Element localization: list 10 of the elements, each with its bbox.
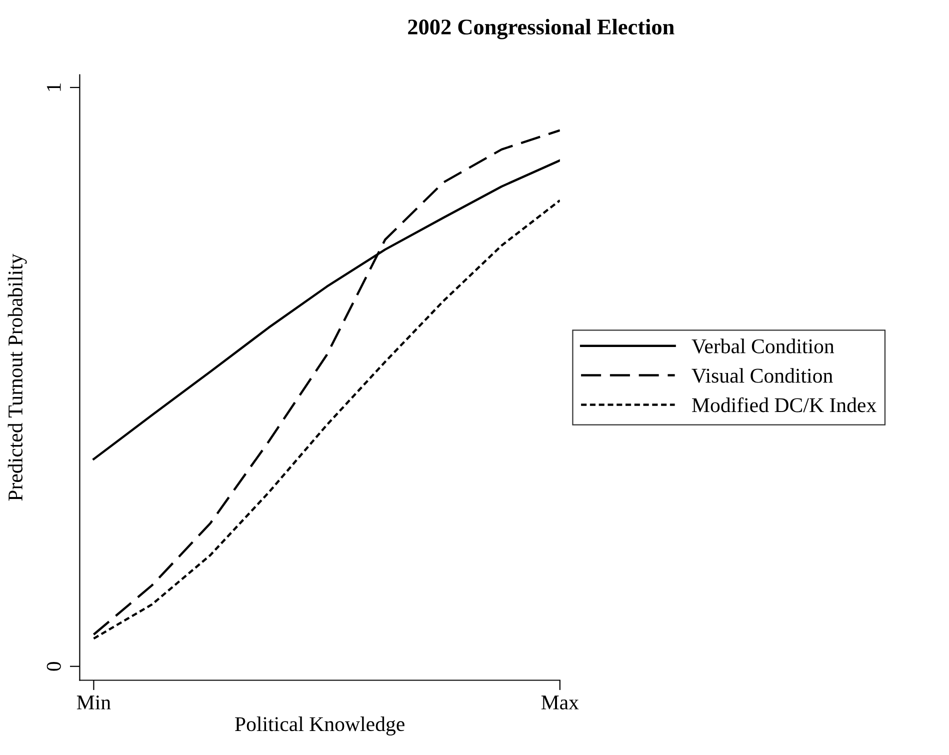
- x-axis-title: Political Knowledge: [235, 716, 404, 736]
- x-tick-label: Min: [76, 696, 111, 710]
- y-tick-label: 1: [46, 84, 61, 91]
- legend-label: Modified DC/K Index: [692, 397, 876, 412]
- legend-label: Visual Condition: [692, 368, 833, 383]
- chart-title: 2002 Congressional Election: [408, 18, 674, 40]
- y-axis-title: Predicted Turnout Probability: [8, 254, 27, 501]
- y-tick-label: 0: [46, 662, 61, 671]
- x-tick-label: Max: [541, 696, 579, 710]
- legend-label: Verbal Condition: [692, 338, 834, 354]
